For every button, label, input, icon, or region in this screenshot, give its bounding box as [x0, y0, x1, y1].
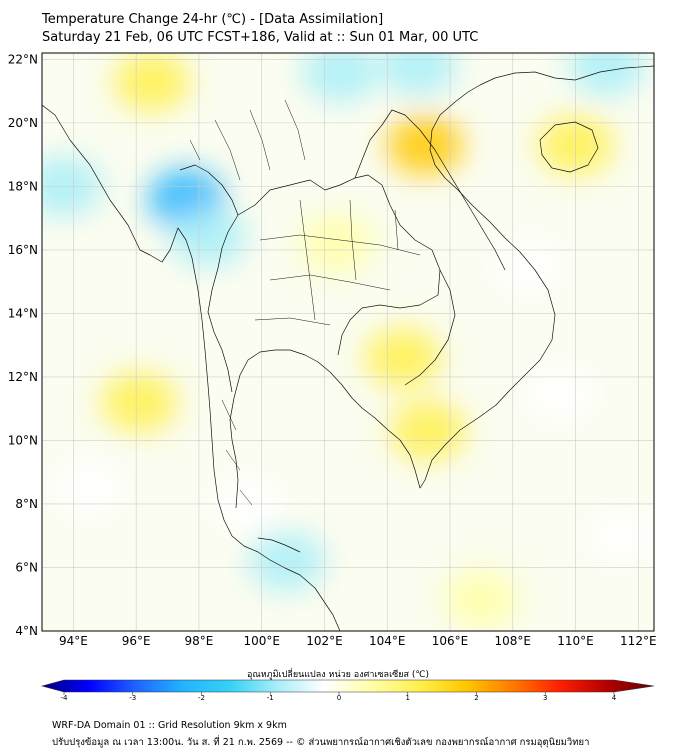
lat-label: 20°N	[8, 116, 38, 130]
lat-label: 12°N	[8, 370, 38, 384]
lat-lon-grid	[42, 53, 654, 631]
field-anomaly	[302, 53, 379, 103]
field-anomaly	[113, 53, 190, 112]
field-anomaly	[443, 569, 520, 630]
field-anomaly	[170, 207, 247, 268]
lon-label: 98°E	[184, 634, 213, 648]
lat-label: 8°N	[15, 497, 38, 511]
border-malaysia	[257, 537, 301, 553]
border-laos-vietnam	[354, 109, 506, 271]
field-anomaly	[584, 505, 654, 566]
field-anomaly	[364, 327, 441, 388]
colorbar-tick-label: 4	[611, 694, 617, 702]
province-lines-2	[189, 99, 306, 506]
footer-credit: ปรับปรุงข้อมูล ณ เวลา 13:00น. วัน ส. ที่…	[52, 737, 590, 748]
field-anomaly	[390, 400, 467, 461]
lon-label: 102°E	[306, 634, 343, 648]
lat-label: 22°N	[8, 52, 38, 66]
lon-label: 96°E	[122, 634, 151, 648]
lon-label: 112°E	[620, 634, 657, 648]
coastline-gulf	[229, 65, 654, 509]
colorbar-tick-label: -4	[60, 694, 68, 702]
border-cambodia-vietnam	[404, 269, 456, 386]
lat-label: 4°N	[15, 624, 38, 638]
province-lines-1	[254, 199, 421, 326]
lat-label: 10°N	[8, 433, 38, 447]
colorbar-tick-label: -3	[129, 694, 137, 702]
field-anomaly	[568, 53, 645, 96]
field-anomaly	[521, 362, 598, 423]
colorbar-tick-label: 0	[336, 694, 342, 702]
lat-label: 14°N	[8, 306, 38, 320]
lon-label: 94°E	[59, 634, 88, 648]
lon-label: 104°E	[369, 634, 406, 648]
colorbar-tick-label: -1	[266, 694, 274, 702]
lon-label: 108°E	[495, 634, 532, 648]
border-thailand-cambodia	[337, 304, 401, 356]
border-thailand-laos	[237, 174, 441, 309]
lat-label: 6°N	[15, 560, 38, 574]
colorbar-title: อุณหภูมิเปลี่ยนแปลง หน่วย องศาเซลเซียส (…	[246, 670, 430, 680]
field-anomaly	[248, 531, 325, 592]
longitude-labels: 94°E 96°E 98°E 100°E 102°E 104°E 106°E 1…	[59, 634, 657, 648]
colorbar-tick-label: 2	[474, 694, 479, 702]
lat-label: 16°N	[8, 243, 38, 257]
colorbar-tick-label: 1	[405, 694, 410, 702]
lon-label: 106°E	[432, 634, 469, 648]
temperature-map[interactable]: 22°N 20°N 18°N 16°N 14°N 12°N 10°N 8°N 6…	[0, 0, 676, 710]
colorbar	[40, 679, 655, 693]
temperature-field	[42, 53, 654, 631]
lon-label: 110°E	[557, 634, 594, 648]
border-myanmar-thailand	[179, 164, 239, 393]
map-subtitle: Saturday 21 Feb, 06 UTC FCST+186, Valid …	[42, 30, 479, 45]
field-anomaly	[490, 235, 567, 296]
colorbar-tick-label: 3	[543, 694, 548, 702]
lat-label: 18°N	[8, 179, 38, 193]
coastline-west	[42, 104, 341, 631]
map-title: Temperature Change 24-hr (℃) - [Data Ass…	[42, 12, 384, 27]
footer-model-info: WRF-DA Domain 01 :: Grid Resolution 9km …	[52, 720, 287, 731]
coastlines-borders	[42, 65, 654, 631]
field-anomaly	[380, 53, 457, 96]
colorbar-tick-label: -2	[198, 694, 205, 702]
field-anomaly	[386, 115, 463, 176]
field-anomaly	[51, 458, 128, 519]
lon-label: 100°E	[243, 634, 280, 648]
latitude-labels: 22°N 20°N 18°N 16°N 14°N 12°N 10°N 8°N 6…	[8, 52, 38, 638]
colorbar-ticks	[63, 692, 615, 695]
plot-frame	[41, 52, 655, 632]
field-anomaly	[101, 372, 178, 433]
island-hainan	[539, 121, 599, 173]
field-anomaly	[299, 213, 376, 274]
